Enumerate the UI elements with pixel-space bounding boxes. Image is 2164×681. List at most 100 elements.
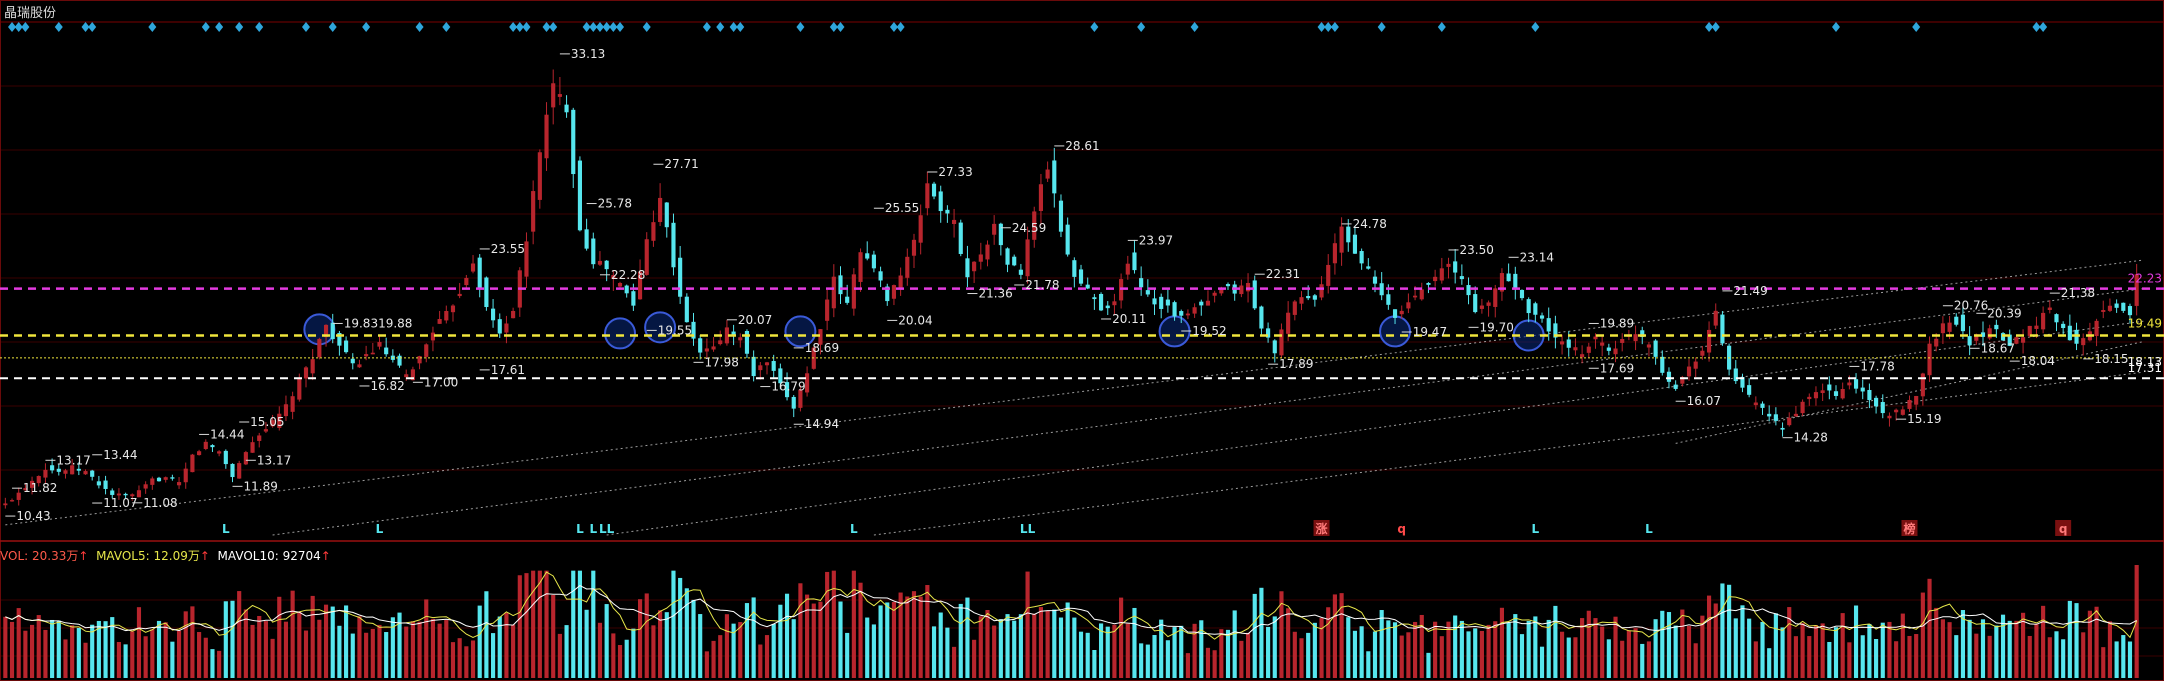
candle bbox=[1606, 343, 1611, 356]
level-lines bbox=[0, 287, 2164, 380]
price-label: 15.19 bbox=[1896, 412, 1941, 426]
candle-body bbox=[1212, 292, 1217, 296]
candle bbox=[390, 349, 395, 363]
candle bbox=[1733, 360, 1738, 384]
volume-bar bbox=[1874, 639, 1879, 678]
volume-bar bbox=[76, 628, 81, 678]
candle bbox=[310, 349, 315, 381]
candle bbox=[243, 450, 248, 466]
signal-markers bbox=[8, 22, 2048, 32]
candle bbox=[524, 232, 529, 288]
volume-bar bbox=[1279, 591, 1284, 678]
volume-bar bbox=[531, 570, 536, 678]
volume-bar bbox=[1159, 619, 1164, 678]
volume-bar bbox=[1853, 605, 1859, 678]
candle-body bbox=[1880, 402, 1885, 414]
candle-body bbox=[1005, 248, 1010, 265]
signal-marker-icon bbox=[602, 22, 611, 32]
volume-bar bbox=[1987, 635, 1992, 678]
candle-body bbox=[1787, 417, 1792, 426]
candle bbox=[1078, 264, 1084, 286]
volume-bar bbox=[1466, 631, 1471, 678]
candle-body bbox=[2034, 325, 2039, 329]
volume-bar bbox=[658, 610, 663, 678]
candle bbox=[23, 483, 28, 491]
candle-body bbox=[243, 452, 248, 465]
candle-body bbox=[444, 311, 449, 321]
candle bbox=[344, 336, 349, 354]
candle-body bbox=[711, 346, 716, 350]
volume-bar bbox=[1633, 628, 1638, 678]
candle-body bbox=[1720, 314, 1725, 344]
candle-body bbox=[2027, 325, 2032, 336]
candle bbox=[397, 353, 402, 368]
candle bbox=[1159, 293, 1164, 319]
candle-body bbox=[1760, 403, 1765, 408]
volume-bar bbox=[1145, 644, 1150, 678]
candle bbox=[724, 319, 729, 346]
candle bbox=[1994, 319, 1999, 338]
signal-marker-icon bbox=[1711, 22, 1720, 32]
volume-bar bbox=[651, 625, 656, 678]
candle bbox=[711, 337, 716, 352]
candle-body bbox=[1740, 377, 1745, 388]
price-label-text: 13.44 bbox=[103, 448, 137, 462]
price-label-text: 18.67 bbox=[1981, 341, 2015, 355]
price-label: 17.00 bbox=[412, 375, 458, 389]
signal-marker-icon bbox=[21, 22, 30, 32]
volume-bar bbox=[277, 596, 282, 678]
candle-body bbox=[664, 202, 669, 228]
volume-bar bbox=[397, 612, 402, 678]
volume-bar bbox=[1934, 607, 1939, 678]
candle-body bbox=[1493, 288, 1498, 307]
candle-body bbox=[1987, 328, 1992, 339]
candle-body bbox=[1807, 396, 1812, 400]
candle-body bbox=[1606, 347, 1611, 351]
candle-body bbox=[1359, 251, 1364, 264]
event-tag-text: LL bbox=[1020, 522, 1036, 536]
candle bbox=[1399, 305, 1404, 319]
candle-body bbox=[1700, 350, 1705, 356]
volume-bar bbox=[1085, 632, 1090, 678]
volume-bar bbox=[1473, 628, 1478, 678]
price-label-text: 19.89 bbox=[1600, 316, 1634, 330]
candle-body bbox=[778, 368, 783, 384]
candle-body bbox=[1713, 310, 1718, 326]
volume-bar bbox=[805, 594, 810, 678]
volume-bar bbox=[203, 637, 208, 678]
candle-body bbox=[1506, 273, 1511, 282]
candle bbox=[624, 284, 629, 298]
candle bbox=[217, 450, 222, 457]
volume-bar bbox=[591, 570, 596, 678]
candle bbox=[116, 488, 121, 500]
candle-body bbox=[1152, 298, 1157, 305]
price-label: 19.89 bbox=[1588, 316, 1634, 330]
volume-bar bbox=[430, 618, 436, 678]
volume-bar bbox=[925, 585, 930, 678]
candle bbox=[1546, 307, 1551, 341]
candle bbox=[2054, 313, 2059, 332]
candle bbox=[1613, 340, 1618, 363]
candle-body bbox=[1159, 296, 1164, 309]
candle-body bbox=[477, 257, 482, 289]
candle bbox=[878, 266, 883, 288]
candle bbox=[1499, 268, 1505, 301]
volume-bar bbox=[617, 645, 623, 678]
candle bbox=[1827, 376, 1832, 400]
price-label-text: 14.44 bbox=[210, 427, 244, 441]
volume-bar bbox=[1259, 587, 1264, 678]
candle bbox=[1506, 263, 1511, 282]
volume-bar bbox=[1553, 605, 1558, 678]
candle-body bbox=[1580, 354, 1585, 358]
price-label: 16.82 bbox=[359, 379, 405, 393]
volume-bar bbox=[96, 620, 101, 678]
candle bbox=[457, 283, 462, 299]
volume-bar bbox=[1706, 595, 1712, 678]
candle-body bbox=[1640, 330, 1645, 337]
volume-bar bbox=[9, 621, 15, 678]
signal-marker-icon bbox=[1317, 22, 1326, 32]
candle bbox=[718, 330, 723, 346]
event-tag: L bbox=[376, 522, 384, 536]
volume-bar bbox=[945, 627, 950, 678]
